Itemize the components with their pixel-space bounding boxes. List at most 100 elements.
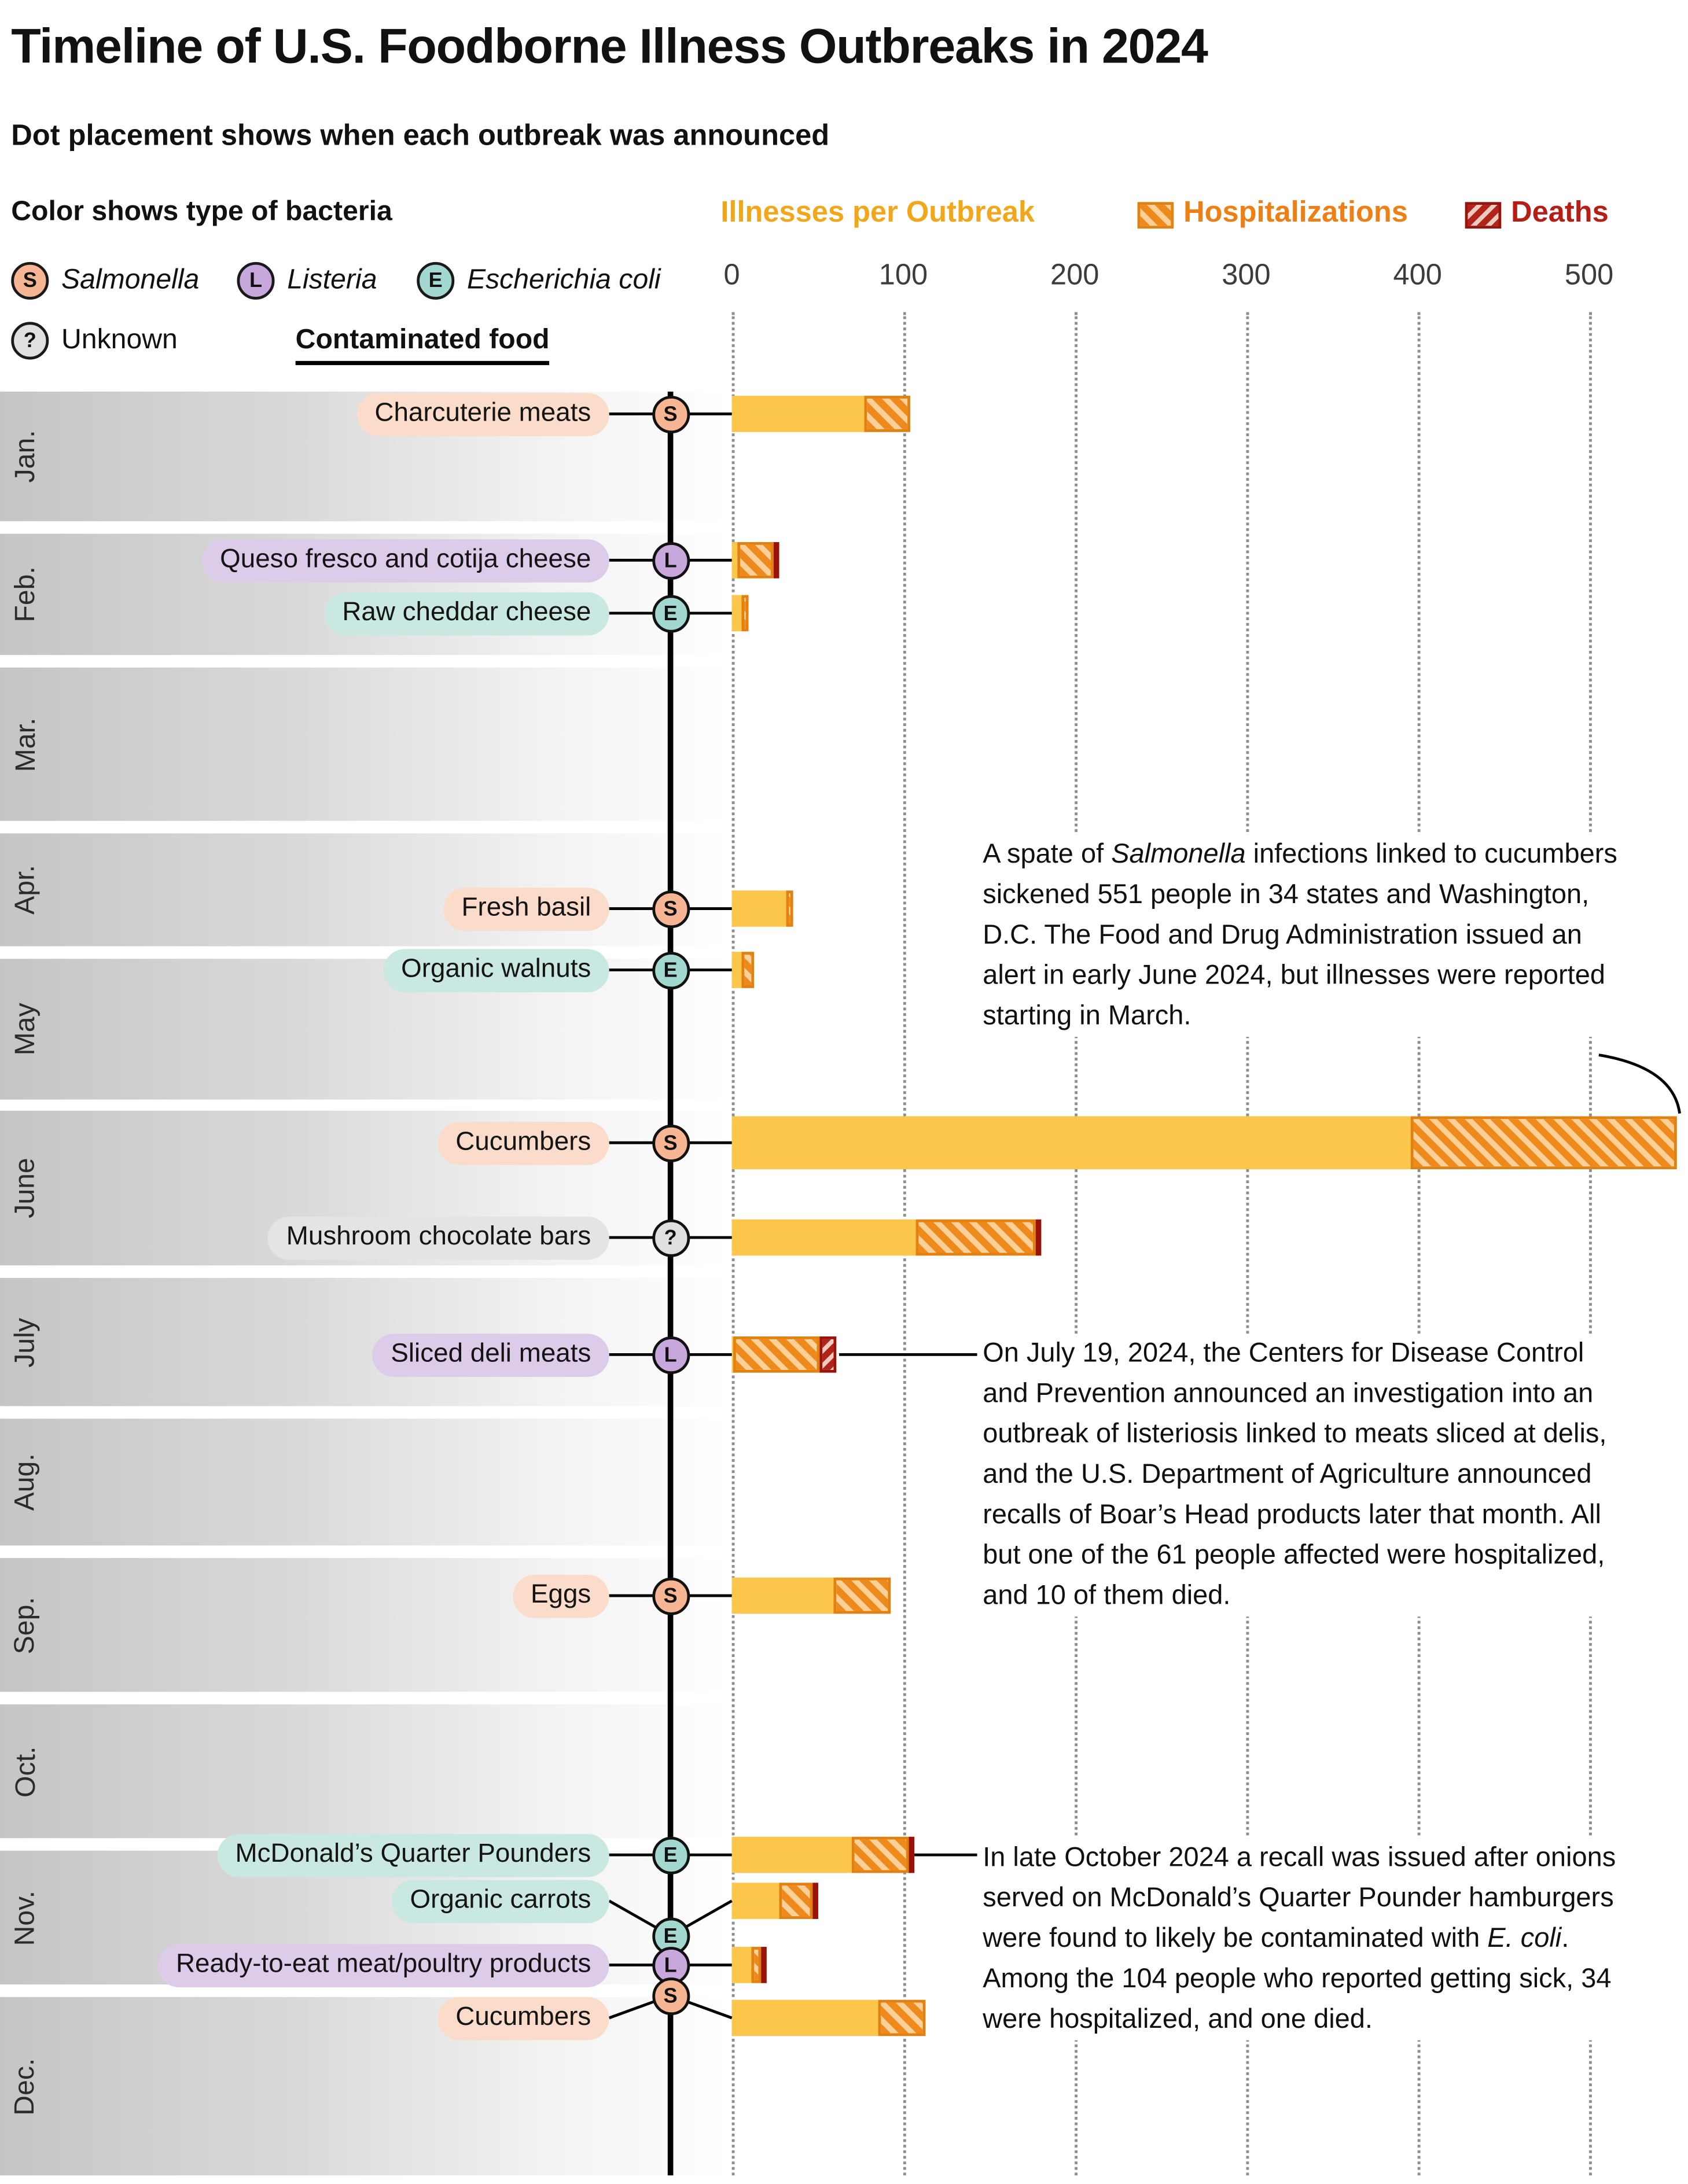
axis-tick-label: 400	[1393, 259, 1442, 292]
legend-label-ecoli: Escherichia coli	[466, 264, 661, 295]
page-title: Timeline of U.S. Foodborne Illness Outbr…	[11, 19, 1208, 74]
death-bar	[908, 1836, 914, 1873]
death-bar	[773, 542, 779, 579]
month-label: Aug.	[10, 1453, 42, 1511]
food-label: McDonald’s Quarter Pounders	[217, 1833, 609, 1877]
food-label: Queso fresco and cotija cheese	[201, 539, 609, 582]
illnesses-axis-legend: Illnesses per Outbreak	[720, 196, 1035, 229]
month-band	[0, 1704, 728, 1839]
food-label: Fresh basil	[443, 887, 609, 930]
bacteria-dot: S	[652, 1976, 690, 2014]
illness-bar	[731, 1836, 852, 1873]
unknown-key-icon: ?	[11, 321, 49, 359]
hospitalization-bar	[751, 1947, 761, 1983]
bacteria-dot: E	[652, 1836, 690, 1874]
food-label: Ready-to-eat meat/poultry products	[157, 1943, 609, 1987]
bacteria-dot: S	[652, 395, 690, 433]
hospitalization-bar	[733, 1336, 819, 1373]
bacteria-dot: S	[652, 1577, 690, 1615]
chart-subtitle: Dot placement shows when each outbreak w…	[11, 120, 830, 152]
illness-bar	[731, 1883, 780, 1919]
month-label: Jan.	[10, 430, 42, 483]
bacteria-dot: E	[652, 951, 690, 989]
gridline	[1589, 312, 1592, 2176]
food-label: Cucumbers	[437, 1996, 609, 2040]
food-label: Charcuterie meats	[356, 392, 609, 436]
axis-tick-label: 300	[1222, 259, 1271, 292]
food-label: Organic walnuts	[383, 948, 609, 992]
illness-bar	[731, 542, 737, 579]
death-bar	[819, 1336, 837, 1373]
axis-tick-label: 0	[723, 259, 740, 292]
month-band	[0, 833, 728, 946]
month-label: Apr.	[10, 865, 42, 915]
gridline	[1246, 312, 1249, 2176]
bacteria-dot: ?	[652, 1218, 690, 1257]
legend-label-listeria: Listeria	[287, 264, 377, 295]
annotation-mcdonalds: In late October 2024 a recall was issued…	[983, 1838, 1641, 2041]
illness-bar	[731, 1336, 735, 1373]
month-label: Nov.	[10, 1890, 42, 1946]
hospitalization-bar	[863, 396, 910, 432]
illness-bar	[731, 1947, 751, 1983]
axis-tick-label: 100	[878, 259, 928, 292]
hospitalization-bar	[742, 952, 755, 988]
listeria-key-icon: L	[237, 261, 275, 299]
axis-tick-label: 200	[1050, 259, 1099, 292]
month-band	[0, 1277, 728, 1406]
bacteria-dot: E	[652, 594, 690, 632]
hospitalization-bar	[1410, 1116, 1677, 1169]
bacteria-dot: S	[652, 890, 690, 928]
month-label: Sep.	[10, 1596, 42, 1654]
food-label: Eggs	[512, 1574, 609, 1618]
legend-item-salmonella: S Salmonella	[11, 260, 199, 299]
legend-item-ecoli: E Escherichia coli	[417, 260, 661, 299]
gridline	[1417, 312, 1421, 2176]
contaminated-food-header: Contaminated food	[295, 325, 550, 366]
month-label: June	[10, 1158, 42, 1218]
month-band	[0, 1997, 728, 2176]
illness-bar	[731, 1116, 1411, 1169]
food-label: Mushroom chocolate bars	[268, 1216, 609, 1259]
hospitalization-bar	[779, 1883, 812, 1919]
month-band	[0, 1558, 728, 1692]
hospitalization-bar	[742, 595, 749, 632]
food-label: Organic carrots	[392, 1879, 609, 1922]
month-label: July	[10, 1317, 42, 1367]
legend-item-listeria: L Listeria	[237, 260, 377, 299]
axis-tick-label: 500	[1564, 259, 1614, 292]
deaths-swatch-icon	[1465, 202, 1502, 229]
legend-label-unknown: Unknown	[61, 324, 178, 355]
food-label: Cucumbers	[437, 1121, 609, 1165]
month-label: Dec.	[10, 2057, 42, 2115]
legend-bacteria-title: Color shows type of bacteria	[11, 196, 392, 227]
hospitalizations-swatch-icon	[1137, 202, 1174, 229]
month-label: Mar.	[10, 717, 42, 772]
salmonella-key-icon: S	[11, 261, 49, 299]
death-bar	[812, 1883, 818, 1919]
hospitalizations-legend: Hospitalizations	[1183, 196, 1408, 229]
food-label: Sliced deli meats	[373, 1333, 609, 1376]
illness-bar	[731, 1577, 833, 1614]
legend-item-unknown: ? Unknown	[11, 321, 178, 359]
food-label: Raw cheddar cheese	[324, 591, 609, 635]
deaths-legend: Deaths	[1511, 196, 1609, 229]
illness-bar	[731, 396, 864, 432]
month-band	[0, 959, 728, 1100]
illness-bar	[731, 952, 742, 988]
death-bar	[1035, 1219, 1041, 1256]
month-band	[0, 667, 728, 821]
bacteria-dot: L	[652, 541, 690, 579]
month-label: Feb.	[10, 566, 42, 623]
month-label: Oct.	[10, 1745, 42, 1797]
cucumbers-leader-curve	[1598, 1054, 1681, 1114]
bacteria-dot: S	[652, 1124, 690, 1162]
month-label: May	[10, 1003, 42, 1056]
gridline	[1075, 312, 1078, 2176]
ecoli-key-icon: E	[417, 261, 455, 299]
annotation-deli-meats: On July 19, 2024, the Centers for Diseas…	[983, 1334, 1630, 1617]
illness-bar	[731, 595, 742, 632]
hospitalization-bar	[833, 1577, 892, 1614]
illness-bar	[731, 1219, 915, 1256]
